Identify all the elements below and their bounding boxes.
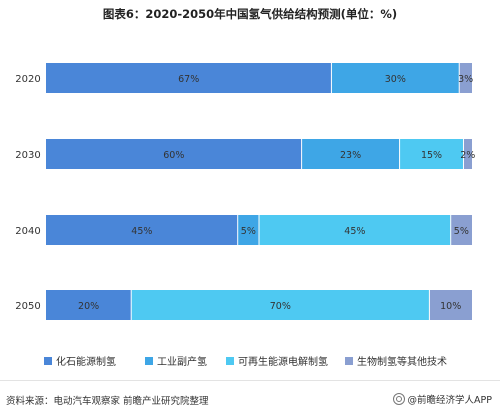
chart-title: 图表6：2020-2050年中国氢气供给结构预测(单位：%) (102, 7, 398, 21)
data-label: 15% (421, 150, 442, 161)
data-label: 10% (440, 301, 461, 312)
y-tick-label: 2050 (15, 301, 40, 312)
y-tick-label: 2020 (15, 74, 40, 85)
legend-swatch (44, 357, 52, 365)
data-label: 2% (460, 150, 475, 161)
bar-segment (259, 215, 451, 245)
data-label: 45% (344, 226, 365, 237)
legend-label: 可再生能源电解制氢 (238, 355, 328, 368)
bar-segment (450, 215, 472, 245)
brand-logo-icon (392, 393, 405, 405)
bar-segment (46, 139, 302, 169)
data-label: 30% (385, 74, 406, 85)
bar-segment (131, 290, 430, 320)
y-tick-label: 2040 (15, 226, 40, 237)
legend-swatch (145, 357, 153, 365)
bar-segment (237, 215, 259, 245)
legend-swatch (226, 357, 234, 365)
bar-segment (399, 139, 464, 169)
data-label: 60% (163, 150, 184, 161)
bar-segment (46, 215, 238, 245)
bar-segment (331, 63, 460, 93)
stacked-bar-chart: 2020 67% 30% 3% 2030 60% 23% 15% 2% 2040 45% 5% 45% 5… (15, 63, 475, 368)
bar-segment (429, 290, 472, 320)
bar-segment (301, 139, 400, 169)
brand-text: @前瞻经济学人APP (407, 395, 492, 406)
data-label: 20% (78, 301, 99, 312)
data-label: 5% (454, 226, 469, 237)
brand-label: @前瞻经济学人APP (392, 392, 492, 406)
bar-segment (46, 63, 332, 93)
data-label: 5% (241, 226, 256, 237)
y-tick-label: 2030 (15, 150, 40, 161)
data-label: 3% (458, 74, 473, 85)
legend-label: 工业副产氢 (157, 355, 207, 368)
bar-segment (46, 290, 132, 320)
data-label: 67% (178, 74, 199, 85)
bar-segment (463, 139, 472, 169)
chart-footer: 资料来源：电动汽车观察家 前瞻产业研究院整理 @前瞻经济学人APP (0, 380, 500, 415)
data-label: 23% (340, 150, 361, 161)
data-label: 45% (131, 226, 152, 237)
source-note: 资料来源：电动汽车观察家 前瞻产业研究院整理 (6, 396, 209, 407)
legend-swatch (345, 357, 353, 365)
legend-label: 生物制氢等其他技术 (357, 355, 447, 368)
data-label: 70% (270, 301, 291, 312)
legend-label: 化石能源制氢 (56, 355, 116, 368)
bar-segment (459, 63, 472, 93)
